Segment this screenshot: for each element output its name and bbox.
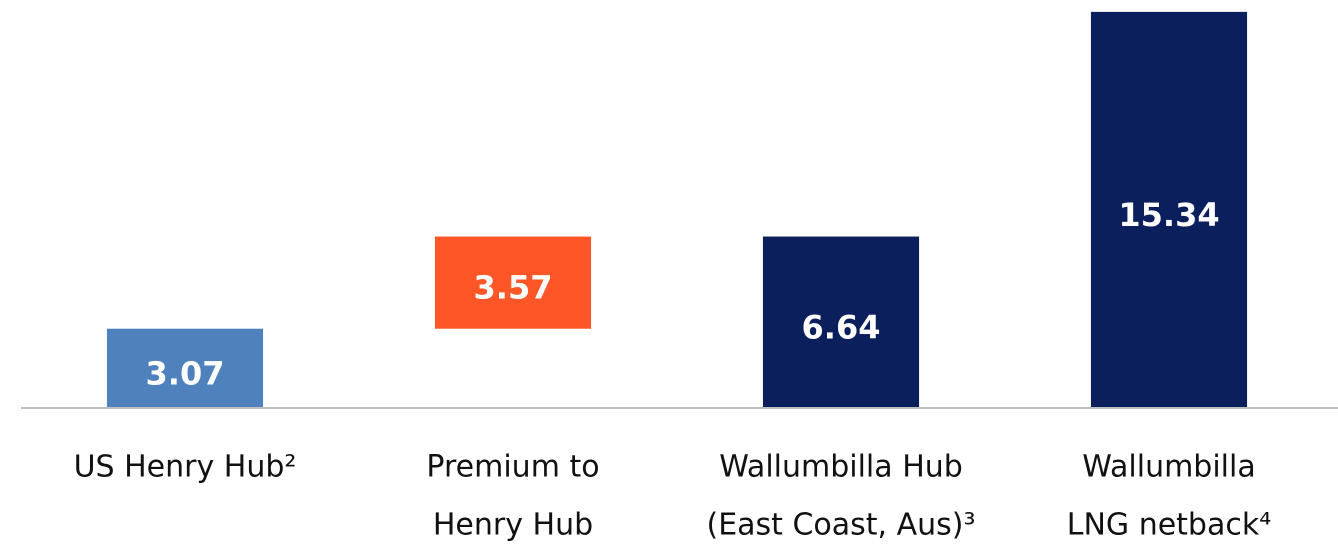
x-tick-label: US Henry Hub² xyxy=(74,450,297,485)
x-tick-label: (East Coast, Aus)³ xyxy=(706,508,975,543)
value-label: 3.57 xyxy=(474,269,553,307)
x-tick-label: LNG netback⁴ xyxy=(1067,508,1272,543)
bar xyxy=(434,236,592,329)
bar xyxy=(762,236,920,408)
x-tick-label: Premium to xyxy=(426,450,599,485)
x-tick-label: Wallumbilla xyxy=(1082,450,1255,485)
x-tick-label: Henry Hub xyxy=(433,508,593,543)
value-label: 15.34 xyxy=(1118,196,1219,234)
bar xyxy=(1090,11,1248,409)
bar xyxy=(106,328,264,408)
value-label: 6.64 xyxy=(802,308,881,346)
value-label: 3.07 xyxy=(146,354,225,392)
x-tick-label: Wallumbilla Hub xyxy=(719,450,963,485)
